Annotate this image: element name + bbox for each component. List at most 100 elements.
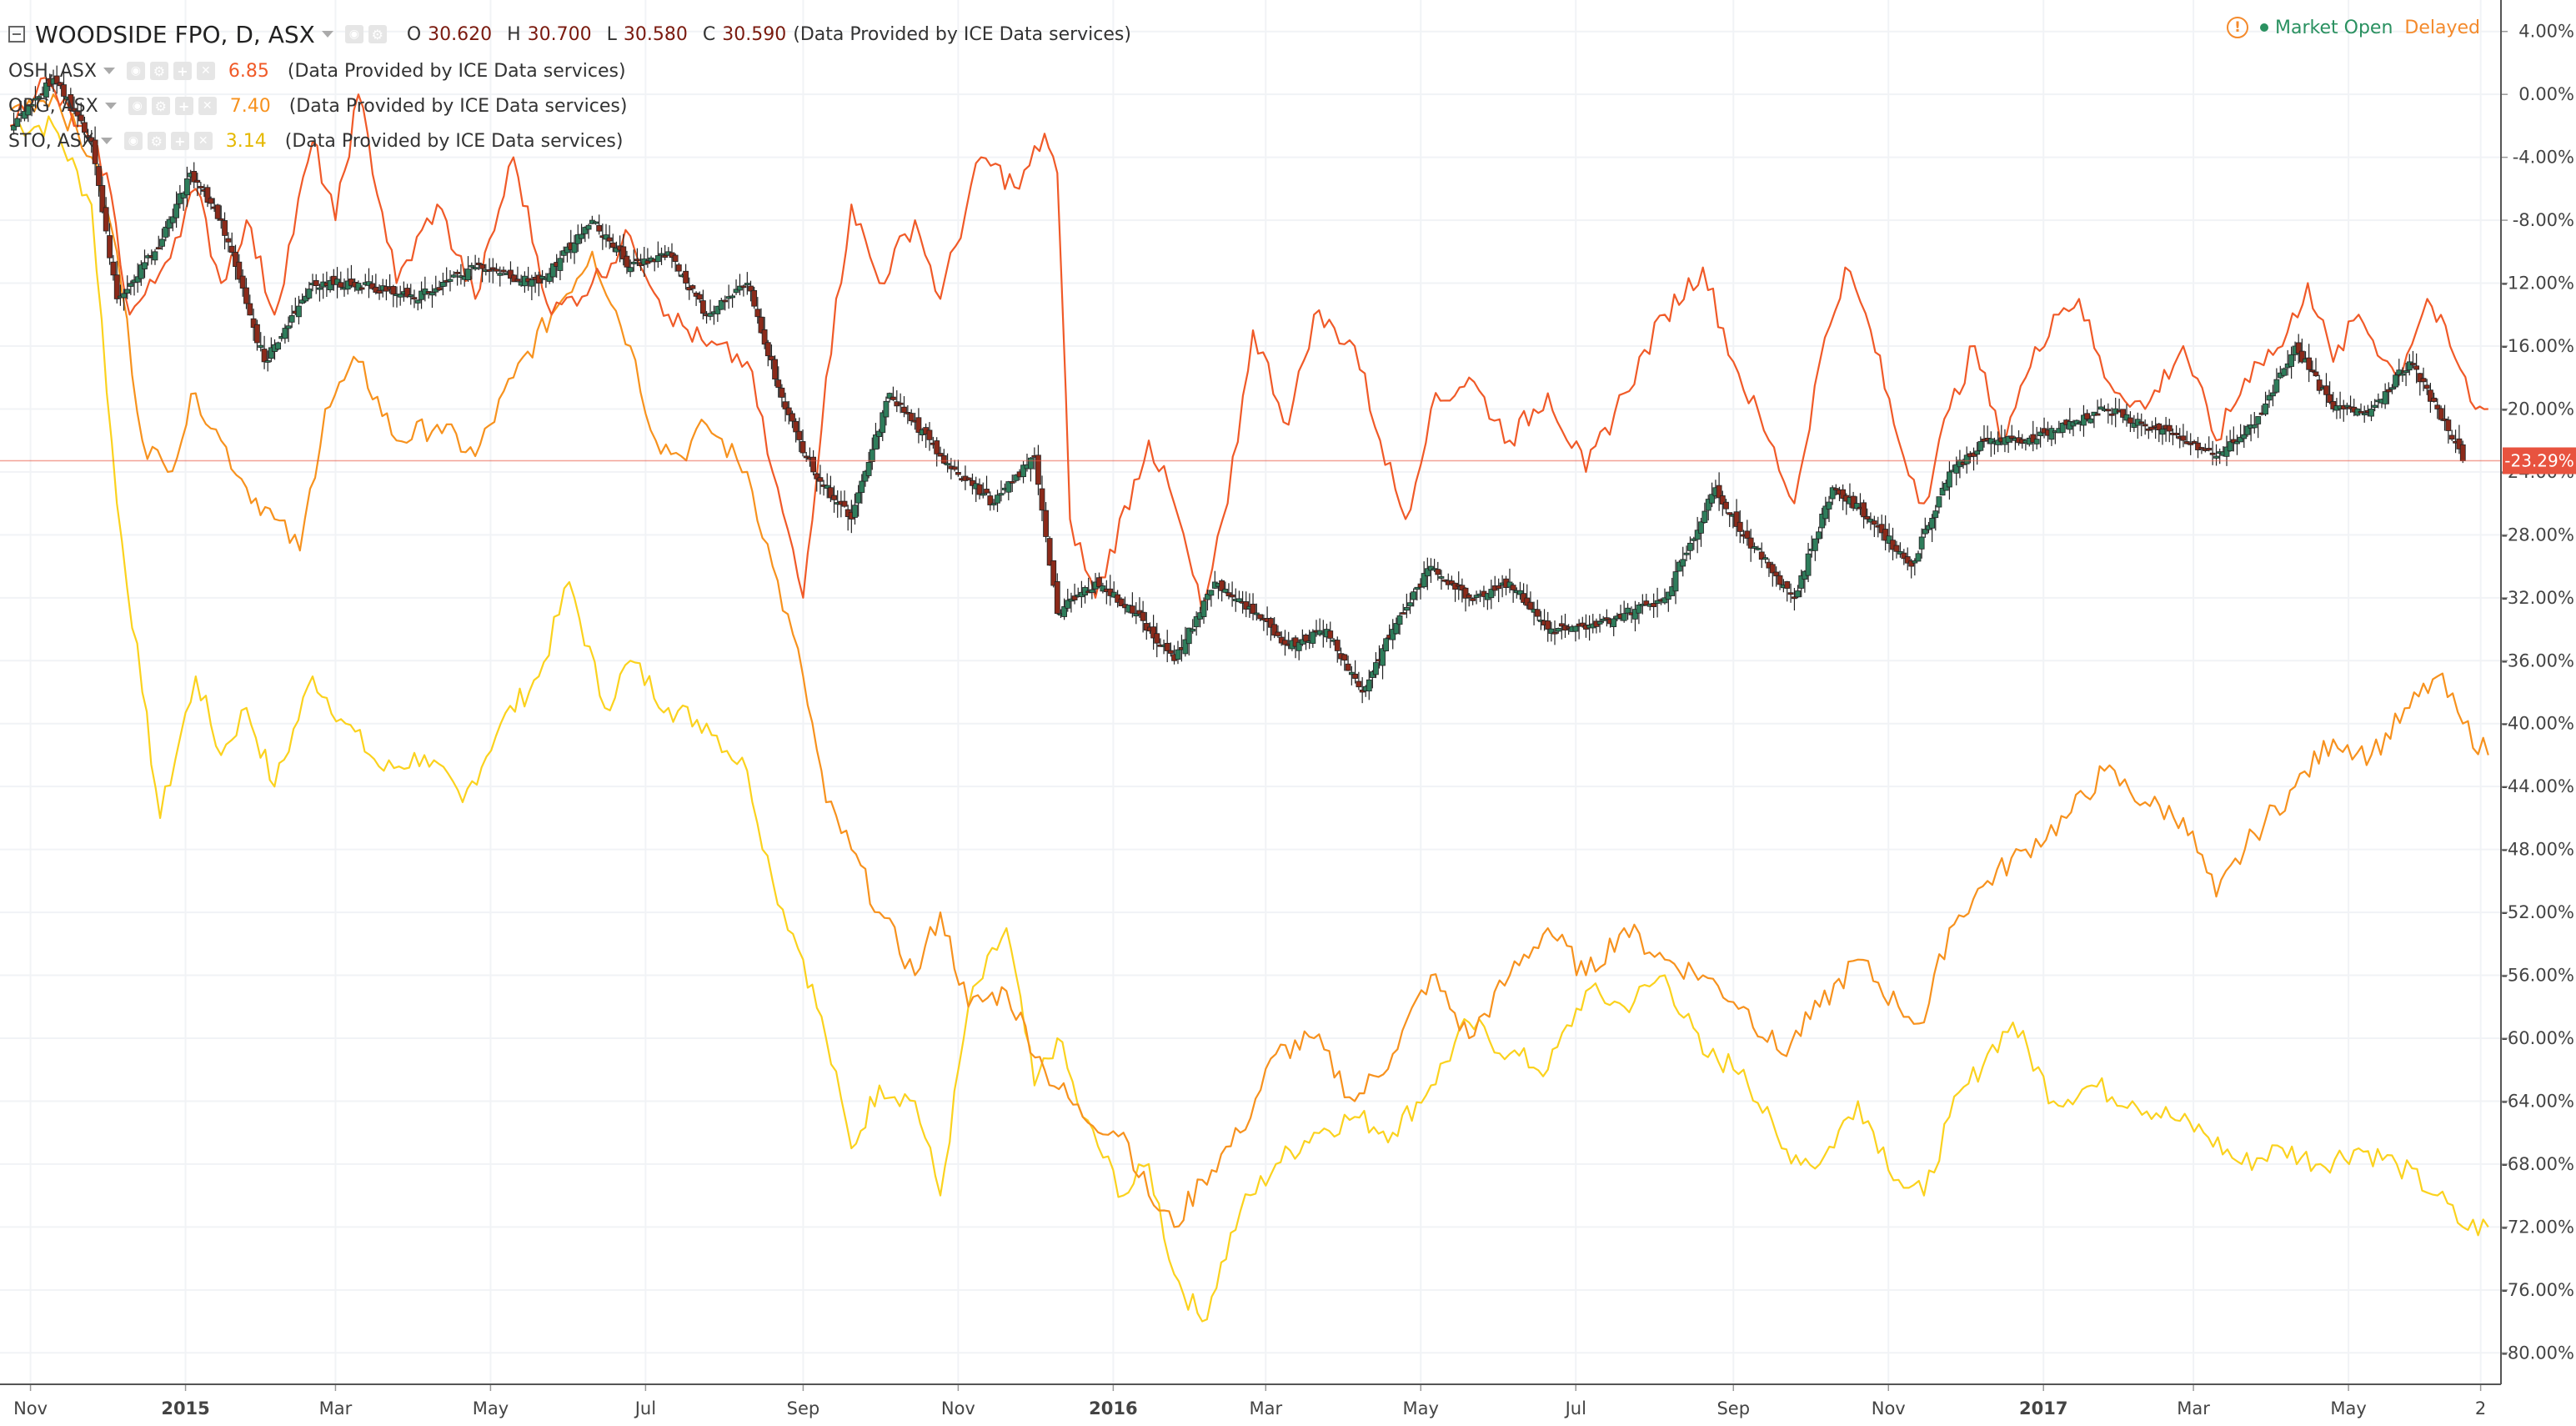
candle [355, 280, 362, 294]
comparison-symbol[interactable]: STO, ASX [8, 130, 94, 152]
candle-body [2108, 413, 2115, 416]
candle [1253, 603, 1260, 621]
candle [799, 429, 806, 457]
y-tick-label: -48.00% [2501, 840, 2574, 860]
close-icon[interactable] [196, 62, 215, 80]
candle [1737, 510, 1743, 544]
candle [1175, 640, 1181, 665]
candle [1267, 616, 1274, 641]
candle [222, 212, 228, 250]
candle [1182, 626, 1189, 657]
candle [1200, 597, 1207, 624]
plus-icon[interactable] [174, 97, 193, 115]
candle-body [1816, 531, 1822, 540]
candle-body [1466, 594, 1472, 599]
close-icon[interactable] [198, 97, 217, 115]
candle-body [2156, 423, 2163, 431]
market-open-dot-icon [2260, 23, 2269, 32]
candle-body [654, 255, 661, 263]
x-tick-label: Sep [1716, 1398, 1750, 1418]
candle [2142, 419, 2148, 435]
candle [1005, 480, 1012, 500]
candle [2123, 404, 2130, 427]
chevron-down-icon[interactable] [100, 138, 113, 144]
candle [689, 284, 696, 294]
candle [107, 223, 113, 265]
candle [1701, 502, 1708, 524]
eye-icon[interactable] [126, 62, 145, 80]
collapse-icon[interactable] [8, 26, 25, 43]
candle [183, 166, 190, 208]
candle-body [535, 274, 542, 284]
candle [965, 477, 972, 480]
candle-body [593, 221, 599, 224]
candle-body [769, 355, 774, 361]
comparison-symbol[interactable]: ORG, ASX [8, 95, 98, 117]
candle [1886, 523, 1892, 553]
plus-icon[interactable] [170, 132, 189, 150]
candle [2191, 439, 2198, 444]
chevron-down-icon[interactable] [103, 68, 115, 74]
eye-icon[interactable] [123, 132, 143, 150]
candle [2396, 359, 2403, 386]
gear-icon[interactable] [149, 62, 168, 80]
close-icon[interactable] [193, 132, 213, 150]
candle [1661, 588, 1668, 605]
candle [2270, 384, 2276, 407]
eye-icon[interactable] [344, 25, 363, 43]
candle [2438, 405, 2444, 421]
candle [1723, 499, 1729, 515]
main-series-title[interactable]: WOODSIDE FPO, D, ASX [35, 20, 315, 48]
candle-body [236, 261, 243, 280]
eye-icon[interactable] [128, 97, 147, 115]
candle [2209, 440, 2216, 465]
candle-body [128, 283, 134, 287]
candle-body [1345, 663, 1351, 671]
candle-body [1545, 620, 1551, 630]
candle [28, 99, 35, 117]
candle-body [2372, 404, 2378, 409]
candle-body [1208, 590, 1215, 596]
candle-body [497, 273, 504, 276]
candle [1752, 542, 1757, 554]
x-tick-label: Jul [634, 1398, 656, 1418]
candle [915, 408, 922, 444]
chevron-down-icon[interactable] [104, 103, 117, 109]
candle [303, 288, 309, 303]
candle-body [1784, 581, 1791, 589]
candle-body [2005, 436, 2012, 443]
candle [1733, 499, 1740, 537]
candle [239, 269, 246, 297]
plus-icon[interactable] [173, 62, 192, 80]
candle [579, 223, 584, 244]
candle [1625, 603, 1631, 620]
gear-icon[interactable] [368, 25, 387, 43]
candle-body [1133, 613, 1140, 617]
candle [557, 250, 564, 281]
candle [1826, 495, 1832, 523]
warning-icon[interactable]: ! [2227, 17, 2249, 38]
candle-body [2033, 439, 2040, 444]
candle [1299, 629, 1306, 646]
candle-body [121, 293, 127, 299]
candle [11, 112, 17, 135]
candle-body [261, 349, 268, 363]
candle-body [138, 264, 144, 279]
candle [793, 418, 799, 443]
candle-body [1932, 510, 1939, 519]
chevron-down-icon[interactable] [321, 31, 333, 38]
candle-body [1922, 529, 1928, 535]
gear-icon[interactable] [151, 97, 170, 115]
gear-icon[interactable] [147, 132, 166, 150]
candle [824, 473, 830, 499]
candle-body [373, 286, 379, 293]
candle [1558, 615, 1565, 640]
candle-body [1912, 560, 1918, 564]
candle-body [2209, 452, 2216, 455]
comparison-symbol[interactable]: OSH, ASX [8, 60, 97, 82]
candle [1611, 615, 1617, 636]
candle [574, 224, 581, 252]
candle-body [2298, 350, 2305, 363]
